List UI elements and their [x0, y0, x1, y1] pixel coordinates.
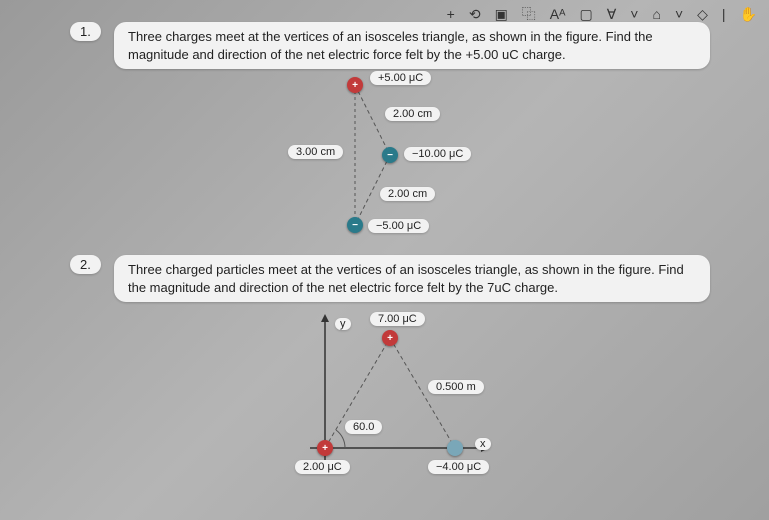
problem-number: 1.: [70, 22, 101, 41]
tool-icon[interactable]: ✋: [740, 6, 757, 23]
charge-label: −10.00 μC: [404, 147, 471, 161]
figure-1: + − − +5.00 μC 2.00 cm 3.00 cm −10.00 μC…: [240, 75, 500, 245]
figure-2: + + y 7.00 μC 0.500 m 60.0 x 2.00 μC −4.…: [240, 308, 540, 478]
tool-icon: |: [722, 6, 726, 22]
page-content: 1. Three charges meet at the vertices of…: [70, 22, 710, 488]
charge-label: −5.00 μC: [368, 219, 429, 233]
tool-icon[interactable]: ˅: [675, 6, 683, 22]
charge-positive: +: [347, 77, 363, 93]
dimension-label: 0.500 m: [428, 380, 484, 394]
tool-icon[interactable]: ∀: [607, 6, 617, 23]
tool-icon[interactable]: ˅: [630, 6, 638, 22]
tool-icon[interactable]: ▢: [579, 6, 592, 23]
dimension-label: 2.00 cm: [385, 107, 440, 121]
axis-label: y: [335, 318, 351, 330]
axis-label: x: [475, 438, 491, 450]
charge-label: 2.00 μC: [295, 460, 350, 474]
problem-number: 2.: [70, 255, 101, 274]
tool-icon[interactable]: ⟲: [469, 6, 481, 23]
charge-label: +5.00 μC: [370, 71, 431, 85]
tool-icon[interactable]: ⿻: [522, 4, 536, 24]
charge-negative: −: [347, 217, 363, 233]
tool-icon[interactable]: ⌂: [652, 6, 660, 22]
problem-1: 1. Three charges meet at the vertices of…: [70, 22, 710, 245]
tool-icon[interactable]: ◇: [697, 6, 708, 23]
problem-2: 2. Three charged particles meet at the v…: [70, 255, 710, 478]
angle-label: 60.0: [345, 420, 382, 434]
charge-label: 7.00 μC: [370, 312, 425, 326]
charge-label: −4.00 μC: [428, 460, 489, 474]
tool-icon[interactable]: ▣: [495, 6, 508, 23]
dimension-label: 2.00 cm: [380, 187, 435, 201]
dimension-label: 3.00 cm: [288, 145, 343, 159]
tool-icon[interactable]: +: [447, 6, 455, 22]
charge-negative: −: [382, 147, 398, 163]
problem-prompt: Three charges meet at the vertices of an…: [114, 22, 710, 69]
problem-prompt: Three charged particles meet at the vert…: [114, 255, 710, 302]
tool-icon[interactable]: Aᴬ: [550, 6, 566, 22]
